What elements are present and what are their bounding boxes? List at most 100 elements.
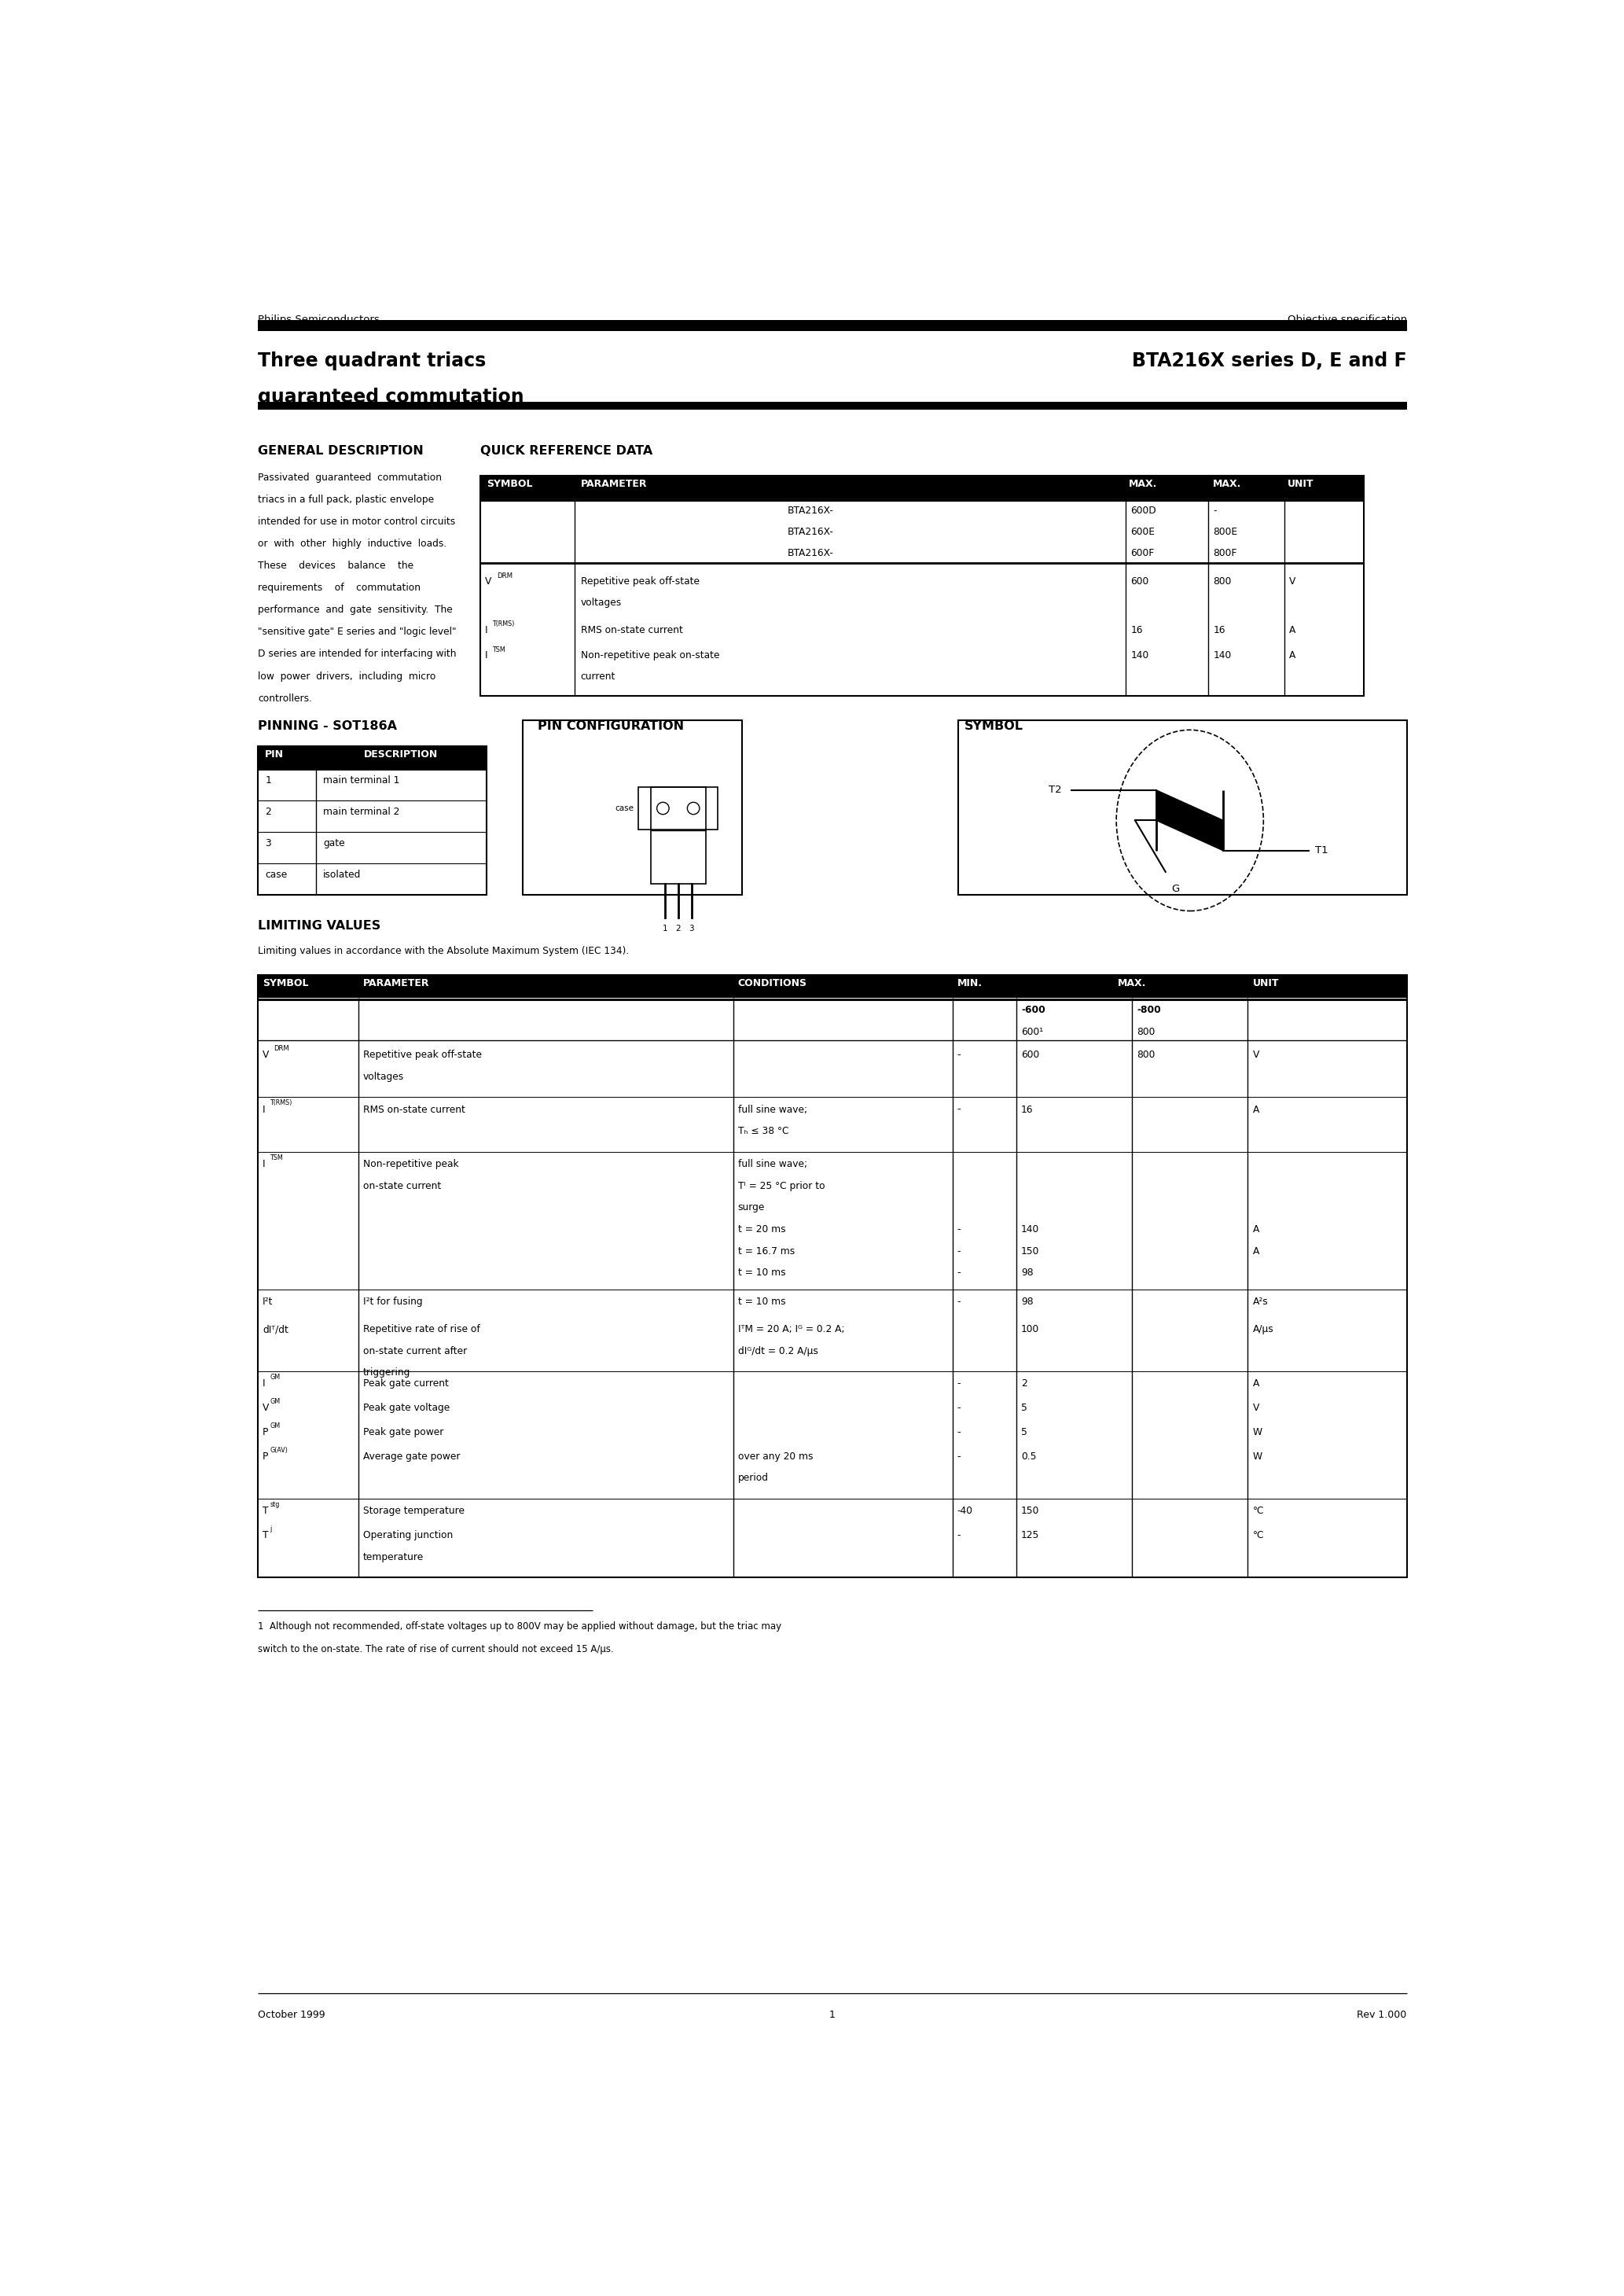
Text: Limiting values in accordance with the Absolute Maximum System (IEC 134).: Limiting values in accordance with the A… <box>258 946 628 955</box>
Text: UNIT: UNIT <box>1288 480 1314 489</box>
Text: full sine wave;: full sine wave; <box>737 1104 807 1114</box>
Text: A: A <box>1289 650 1296 661</box>
Text: 600¹: 600¹ <box>1021 1026 1043 1038</box>
Text: 600E: 600E <box>1130 526 1155 537</box>
Text: 1: 1 <box>830 2009 835 2020</box>
Text: performance  and  gate  sensitivity.  The: performance and gate sensitivity. The <box>258 604 453 615</box>
Text: triacs in a full pack, plastic envelope: triacs in a full pack, plastic envelope <box>258 494 434 505</box>
Text: or  with  other  highly  inductive  loads.: or with other highly inductive loads. <box>258 540 447 549</box>
Text: TSM: TSM <box>270 1155 283 1162</box>
Text: T(RMS): T(RMS) <box>492 620 515 627</box>
Text: 600: 600 <box>1021 1049 1039 1061</box>
Text: T1: T1 <box>1315 845 1328 856</box>
Text: -600: -600 <box>1021 1006 1046 1015</box>
Text: V: V <box>486 576 492 588</box>
Text: 600: 600 <box>1130 576 1150 588</box>
Text: on-state current after: on-state current after <box>364 1345 468 1357</box>
Text: PIN: PIN <box>265 748 284 760</box>
Text: 800F: 800F <box>1213 549 1237 558</box>
Text: BTA216X-: BTA216X- <box>788 505 833 517</box>
Text: W: W <box>1252 1451 1262 1463</box>
Text: I: I <box>263 1378 266 1389</box>
Text: Peak gate power: Peak gate power <box>364 1428 443 1437</box>
Bar <box>651 788 705 884</box>
Text: T: T <box>263 1529 268 1541</box>
Text: A²s: A²s <box>1252 1297 1268 1306</box>
Text: over any 20 ms: over any 20 ms <box>737 1451 814 1463</box>
Text: 800: 800 <box>1213 576 1231 588</box>
Text: Tₕ ≤ 38 °C: Tₕ ≤ 38 °C <box>737 1125 789 1137</box>
Text: t = 16.7 ms: t = 16.7 ms <box>737 1247 794 1256</box>
Text: P: P <box>263 1428 268 1437</box>
Text: PARAMETER: PARAMETER <box>364 978 430 990</box>
Text: V: V <box>1289 576 1296 588</box>
Text: Repetitive peak off-state: Repetitive peak off-state <box>364 1049 482 1061</box>
Text: 600D: 600D <box>1130 505 1156 517</box>
Text: 140: 140 <box>1130 650 1150 661</box>
Text: Rev 1.000: Rev 1.000 <box>1358 2009 1406 2020</box>
Text: MAX.: MAX. <box>1213 480 1242 489</box>
Text: BTA216X series D, E and F: BTA216X series D, E and F <box>1132 351 1406 370</box>
Text: 16: 16 <box>1213 625 1224 636</box>
Text: -: - <box>957 1297 961 1306</box>
Text: A: A <box>1252 1378 1259 1389</box>
Polygon shape <box>1156 790 1223 820</box>
Text: V: V <box>1252 1049 1259 1061</box>
Text: I: I <box>263 1159 266 1169</box>
Text: Peak gate voltage: Peak gate voltage <box>364 1403 450 1412</box>
Text: MAX.: MAX. <box>1117 978 1147 990</box>
Text: isolated: isolated <box>323 870 361 879</box>
Text: 5: 5 <box>1021 1428 1028 1437</box>
Text: Non-repetitive peak on-state: Non-repetitive peak on-state <box>581 650 719 661</box>
Text: PINNING - SOT186A: PINNING - SOT186A <box>258 721 396 732</box>
Text: current: current <box>581 670 615 682</box>
Text: on-state current: on-state current <box>364 1180 442 1192</box>
Text: triggering: triggering <box>364 1368 411 1378</box>
Text: guaranteed commutation: guaranteed commutation <box>258 388 525 406</box>
Text: Tᴵ = 25 °C prior to: Tᴵ = 25 °C prior to <box>737 1180 825 1192</box>
Text: UNIT: UNIT <box>1252 978 1280 990</box>
Text: Philips Semiconductors: Philips Semiconductors <box>258 315 380 326</box>
Text: Peak gate current: Peak gate current <box>364 1378 448 1389</box>
Text: QUICK REFERENCE DATA: QUICK REFERENCE DATA <box>481 445 653 457</box>
Bar <box>258 746 486 769</box>
Text: G(AV): G(AV) <box>270 1446 287 1453</box>
Text: V: V <box>263 1403 270 1412</box>
Text: A: A <box>1252 1224 1259 1235</box>
Text: 140: 140 <box>1021 1224 1039 1235</box>
Text: low  power  drivers,  including  micro: low power drivers, including micro <box>258 670 435 682</box>
Text: -40: -40 <box>957 1506 973 1515</box>
Text: DRM: DRM <box>274 1045 289 1052</box>
Text: 3: 3 <box>689 925 693 932</box>
Text: dIᴳ/dt = 0.2 A/µs: dIᴳ/dt = 0.2 A/µs <box>737 1345 818 1357</box>
Text: RMS on-state current: RMS on-state current <box>364 1104 466 1114</box>
Text: 3: 3 <box>265 838 271 847</box>
Text: -: - <box>957 1224 961 1235</box>
Text: CONDITIONS: CONDITIONS <box>737 978 807 990</box>
Text: "sensitive gate" E series and "logic level": "sensitive gate" E series and "logic lev… <box>258 627 456 638</box>
Text: 150: 150 <box>1021 1506 1039 1515</box>
Text: 800: 800 <box>1137 1026 1155 1038</box>
Text: SYMBOL: SYMBOL <box>486 480 533 489</box>
Bar <box>258 976 1406 999</box>
Text: 98: 98 <box>1021 1297 1033 1306</box>
Text: Storage temperature: Storage temperature <box>364 1506 464 1515</box>
Text: -: - <box>957 1428 961 1437</box>
Text: -: - <box>957 1403 961 1412</box>
Text: Repetitive rate of rise of: Repetitive rate of rise of <box>364 1325 481 1334</box>
Text: P: P <box>263 1451 268 1463</box>
Text: 5: 5 <box>1021 1403 1028 1412</box>
Text: Passivated  guaranteed  commutation: Passivated guaranteed commutation <box>258 473 442 482</box>
Text: Average gate power: Average gate power <box>364 1451 460 1463</box>
Text: requirements    of    commutation: requirements of commutation <box>258 583 421 592</box>
Text: 1: 1 <box>663 925 667 932</box>
Bar <box>258 746 486 895</box>
Text: °C: °C <box>1252 1506 1263 1515</box>
Text: j: j <box>270 1525 271 1531</box>
Text: 600F: 600F <box>1130 549 1155 558</box>
Text: voltages: voltages <box>364 1072 404 1081</box>
Text: -: - <box>957 1247 961 1256</box>
Text: T: T <box>263 1506 268 1515</box>
Bar <box>523 721 742 895</box>
Text: I: I <box>486 650 487 661</box>
